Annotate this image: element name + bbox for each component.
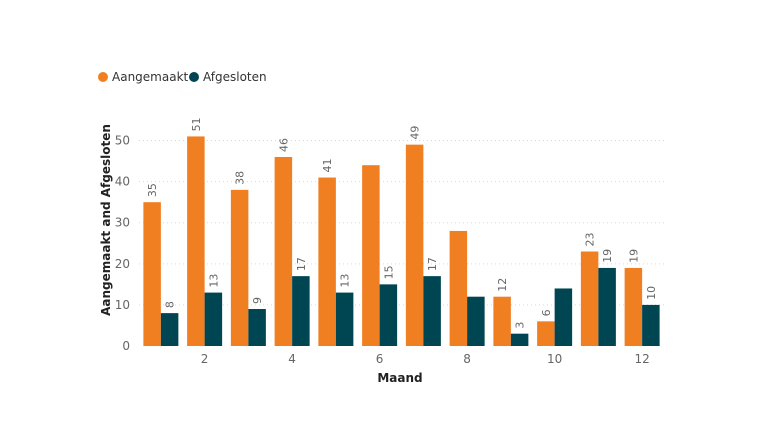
legend-marker-0 [98, 72, 108, 82]
x-axis-title: Maand [377, 371, 422, 385]
bar-aangemaakt-10 [537, 321, 555, 346]
legend: Aangemaakt Afgesloten [98, 70, 267, 84]
bar-aangemaakt-6 [362, 165, 380, 346]
data-label-aangemaakt-10: 6 [540, 309, 553, 316]
data-label-afgesloten-7: 17 [426, 257, 439, 271]
bar-afgesloten-11 [598, 267, 616, 346]
y-axis-ticks: 0 10 20 30 40 50 [115, 134, 130, 353]
data-label-afgesloten-6: 15 [382, 265, 395, 279]
bar-afgesloten-10 [554, 288, 573, 346]
bar-aangemaakt-4 [274, 156, 293, 346]
bar-aangemaakt-5 [318, 177, 336, 346]
bar-aangemaakt-11 [580, 251, 599, 346]
data-label-aangemaakt-11: 23 [584, 232, 597, 246]
bar-afgesloten-3 [248, 309, 266, 346]
data-label-afgesloten-12: 10 [645, 286, 658, 300]
y-tick-label: 0 [122, 339, 130, 353]
x-tick-label: 12 [634, 352, 649, 366]
data-label-aangemaakt-7: 49 [409, 126, 422, 140]
bar-afgesloten-2 [204, 292, 223, 346]
data-label-aangemaakt-9: 12 [496, 278, 509, 292]
data-label-afgesloten-3: 9 [251, 297, 264, 304]
bar-afgesloten-1 [160, 313, 179, 346]
data-label-aangemaakt-5: 41 [321, 159, 334, 173]
bar-aangemaakt-8 [449, 230, 468, 346]
bar-afgesloten-8 [467, 296, 485, 346]
bar-afgesloten-6 [379, 284, 398, 346]
y-tick-label: 40 [115, 175, 130, 189]
data-label-afgesloten-4: 17 [295, 257, 308, 271]
data-label-aangemaakt-1: 35 [146, 183, 159, 197]
bar-aangemaakt-2 [187, 136, 205, 346]
legend-label-1: Afgesloten [203, 70, 267, 84]
bar-aangemaakt-7 [405, 144, 424, 346]
data-label-aangemaakt-12: 19 [627, 249, 640, 263]
bar-afgesloten-4 [292, 276, 310, 346]
bar-afgesloten-9 [510, 333, 529, 346]
y-tick-label: 10 [115, 298, 130, 312]
data-label-afgesloten-5: 13 [339, 274, 352, 288]
data-label-afgesloten-2: 13 [207, 274, 220, 288]
legend-label-0: Aangemaakt [112, 70, 189, 84]
bar-afgesloten-12 [642, 304, 660, 346]
bar-aangemaakt-9 [493, 296, 511, 346]
x-tick-label: 8 [463, 352, 471, 366]
data-label-afgesloten-9: 3 [514, 322, 527, 329]
x-axis-ticks: 2 4 6 8 10 12 [201, 352, 650, 366]
y-tick-label: 30 [115, 216, 130, 230]
y-tick-label: 50 [115, 134, 130, 148]
bar-aangemaakt-3 [230, 189, 249, 346]
data-label-afgesloten-1: 8 [164, 301, 177, 308]
legend-marker-1 [189, 72, 199, 82]
y-tick-label: 20 [115, 257, 130, 271]
x-tick-label: 6 [376, 352, 384, 366]
bars [143, 136, 660, 346]
data-labels: 35 51 38 46 41 49 12 6 23 19 8 13 9 17 13 15 17 3 19 10 [146, 117, 658, 328]
y-axis-title: Aangemaakt and Afgesloten [99, 124, 113, 316]
bar-afgesloten-7 [423, 276, 441, 346]
data-label-afgesloten-11: 19 [601, 249, 614, 263]
x-tick-label: 2 [201, 352, 209, 366]
x-tick-label: 10 [547, 352, 562, 366]
data-label-aangemaakt-4: 46 [277, 138, 290, 152]
bar-aangemaakt-12 [624, 267, 643, 346]
x-tick-label: 4 [288, 352, 296, 366]
bar-aangemaakt-1 [143, 202, 161, 346]
data-label-aangemaakt-3: 38 [234, 171, 247, 185]
bar-afgesloten-5 [335, 292, 354, 346]
data-label-aangemaakt-2: 51 [190, 117, 203, 131]
